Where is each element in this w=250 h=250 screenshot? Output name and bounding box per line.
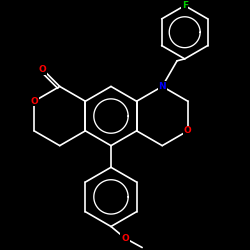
Text: F: F: [182, 1, 188, 10]
Text: O: O: [184, 126, 192, 135]
Text: O: O: [39, 65, 46, 74]
Text: O: O: [121, 234, 129, 243]
Text: O: O: [30, 97, 38, 106]
Text: N: N: [158, 82, 166, 91]
